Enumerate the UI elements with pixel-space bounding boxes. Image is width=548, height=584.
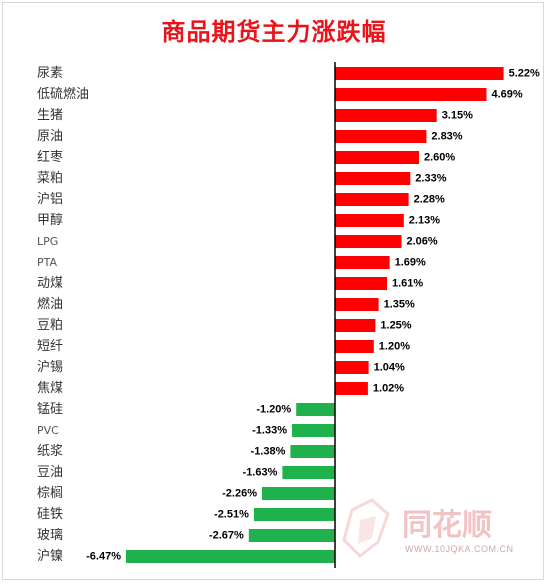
category-label: 豆油 bbox=[37, 465, 63, 480]
watermark: 同花顺 WWW.10JQKA.COM.CN bbox=[342, 498, 514, 558]
category-label: 低硫燃油 bbox=[37, 86, 89, 102]
category-label: PTA bbox=[37, 256, 57, 269]
bar-15 bbox=[335, 361, 369, 374]
data-label: -2.51% bbox=[214, 509, 249, 521]
bar-23 bbox=[248, 529, 335, 542]
data-label: -2.26% bbox=[222, 488, 257, 500]
category-label: 生猪 bbox=[37, 108, 63, 123]
bar-4 bbox=[335, 130, 427, 143]
bar-13 bbox=[335, 319, 376, 332]
data-label: -1.63% bbox=[243, 467, 278, 479]
bar-2 bbox=[335, 88, 487, 101]
data-label: 3.15% bbox=[442, 110, 473, 122]
data-label: 1.25% bbox=[380, 320, 411, 332]
data-label: 1.20% bbox=[379, 341, 410, 353]
category-label: 焦煤 bbox=[37, 381, 63, 396]
category-label: 菜粕 bbox=[37, 171, 63, 186]
data-label: -1.20% bbox=[256, 404, 291, 416]
bar-3 bbox=[335, 109, 437, 122]
bar-14 bbox=[335, 340, 374, 353]
data-label: 5.22% bbox=[509, 68, 540, 80]
data-label: 2.83% bbox=[431, 131, 462, 143]
data-label: 2.33% bbox=[415, 173, 446, 185]
data-label: 2.06% bbox=[407, 236, 438, 248]
bar-24 bbox=[126, 550, 335, 563]
bar-22 bbox=[253, 508, 335, 521]
category-label: 动煤 bbox=[37, 276, 63, 291]
data-label: 1.04% bbox=[374, 362, 405, 374]
watermark-logo-icon bbox=[342, 498, 390, 558]
chart-frame bbox=[2, 2, 544, 580]
data-label: 1.69% bbox=[395, 257, 426, 269]
data-label: -1.38% bbox=[251, 446, 286, 458]
bar-20 bbox=[282, 466, 335, 479]
bar-9 bbox=[335, 235, 402, 248]
category-label: 燃油 bbox=[37, 296, 63, 312]
data-label: 2.28% bbox=[414, 194, 445, 206]
bar-18 bbox=[292, 424, 335, 437]
category-label: 豆粕 bbox=[37, 318, 63, 333]
category-label: 原油 bbox=[37, 129, 63, 144]
bar-7 bbox=[335, 193, 409, 206]
category-label: 沪锡 bbox=[37, 359, 63, 375]
bar-11 bbox=[335, 277, 387, 290]
bar-10 bbox=[335, 256, 390, 269]
bar-12 bbox=[335, 298, 379, 311]
category-label: PVC bbox=[37, 424, 59, 437]
category-label: 红枣 bbox=[37, 149, 63, 165]
bar-16 bbox=[335, 382, 368, 395]
data-label: 4.69% bbox=[492, 89, 523, 101]
category-label: 纸浆 bbox=[37, 444, 63, 459]
data-label: 2.13% bbox=[409, 215, 440, 227]
bar-21 bbox=[262, 487, 335, 500]
category-label: 沪铝 bbox=[37, 191, 63, 207]
chart-title: 商品期货主力涨跌幅 bbox=[161, 18, 387, 46]
category-label: 尿素 bbox=[37, 66, 63, 81]
category-label: 锰硅 bbox=[37, 402, 63, 417]
bar-17 bbox=[296, 403, 335, 416]
category-label: 棕榈 bbox=[37, 486, 63, 501]
category-label: 沪镍 bbox=[37, 548, 63, 564]
data-label: 1.61% bbox=[392, 278, 423, 290]
data-label: -2.67% bbox=[209, 530, 244, 542]
bar-5 bbox=[335, 151, 419, 164]
data-label: 2.60% bbox=[424, 152, 455, 164]
watermark-brand: 同花顺 bbox=[402, 508, 492, 543]
category-label: 短纤 bbox=[37, 339, 63, 354]
category-label: 硅铁 bbox=[37, 507, 63, 522]
bar-8 bbox=[335, 214, 404, 227]
bar-1 bbox=[335, 67, 504, 80]
bar-19 bbox=[290, 445, 335, 458]
category-label: LPG bbox=[37, 235, 58, 248]
data-label: 1.35% bbox=[384, 299, 415, 311]
category-label: 甲醇 bbox=[37, 212, 63, 228]
data-label: -1.33% bbox=[252, 425, 287, 437]
data-label: -6.47% bbox=[86, 551, 121, 563]
data-label: 1.02% bbox=[373, 383, 404, 395]
watermark-url: WWW.10JQKA.COM.CN bbox=[405, 544, 514, 554]
bar-6 bbox=[335, 172, 411, 185]
category-label: 玻璃 bbox=[37, 528, 63, 543]
